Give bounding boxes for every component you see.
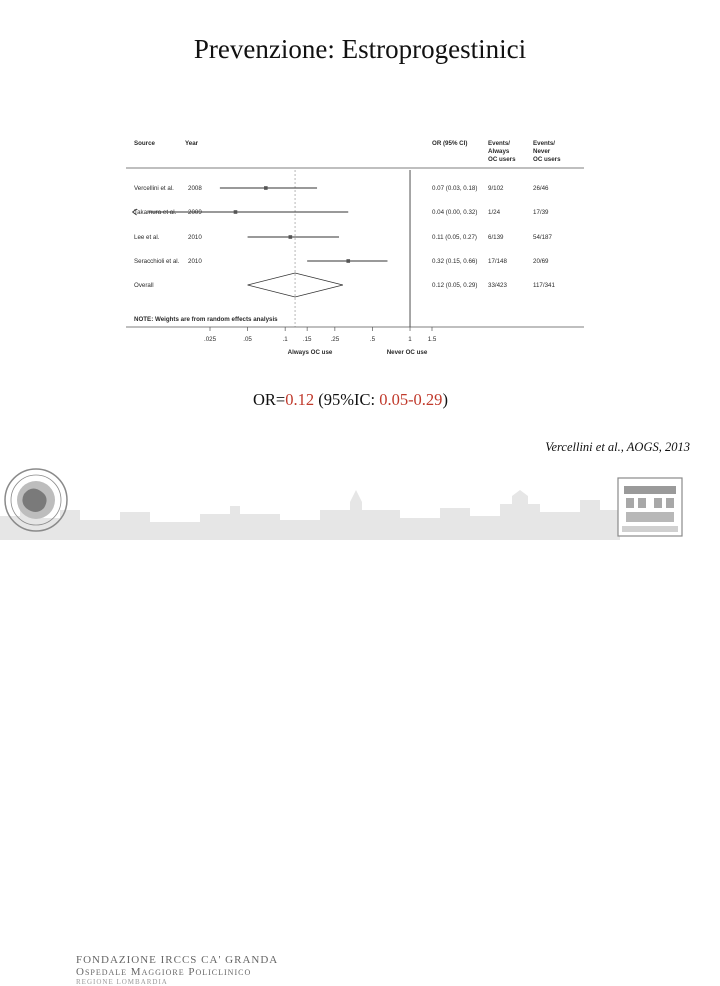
study-events-never: 17/39 [533, 209, 549, 216]
header-events-always-1: Events/ [488, 140, 510, 147]
study-year: 2008 [188, 185, 202, 192]
study-point-estimate [346, 259, 351, 263]
study-events-never: 54/187 [533, 234, 552, 241]
study-events-always: 17/148 [488, 258, 507, 265]
x-tick-label: 1 [408, 336, 412, 343]
x-tick-label: .25 [331, 336, 340, 343]
result-prefix: OR= [253, 390, 286, 409]
overall-diamond [247, 272, 343, 298]
x-tick-label: .5 [370, 336, 376, 343]
study-name: Lee et al. [134, 234, 160, 241]
skyline-silhouette [0, 490, 620, 540]
institution-line-3: REGIONE LOMBARDIA [76, 978, 168, 986]
skyline-decoration [0, 468, 683, 540]
x-tick-label: .1 [283, 336, 289, 343]
x-tick-label: .025 [204, 336, 217, 343]
study-name: Seracchioli et al. [134, 258, 180, 265]
result-ci-value: 0.05-0.29 [379, 390, 443, 409]
citation: Vercellini et al., AOGS, 2013 [545, 440, 690, 454]
overall-events-always: 33/423 [488, 282, 507, 289]
header-events-never-3: OC users [533, 156, 561, 163]
study-rows: Vercellini et al. 2008 0.07 (0.03, 0.18) 9/… [131, 170, 555, 327]
study-point-estimate [264, 186, 268, 190]
result-mid: (95%IC: [314, 390, 380, 409]
study-or-ci: 0.04 (0.00, 0.32) [432, 209, 477, 216]
truncation-arrow [131, 208, 137, 216]
header-source: Source [134, 140, 156, 147]
study-or-ci: 0.32 (0.15, 0.66) [432, 258, 477, 265]
study-name: Takamura et al. [134, 209, 177, 216]
overall-events-never: 117/341 [533, 282, 555, 289]
slide-title: Prevenzione: Estroprogestinici [193, 34, 527, 64]
header-events-always-2: Always [488, 148, 510, 155]
study-or-ci: 0.07 (0.03, 0.18) [432, 185, 477, 192]
result-or-value: 0.12 [285, 390, 315, 409]
study-events-always: 9/102 [488, 185, 504, 192]
footer-banner: FONDAZIONE IRCCS CA' GRANDA Ospedale Mag… [0, 460, 720, 986]
forest-plot: Source Year OR (95% CI) Events/ Always O… [122, 130, 588, 362]
institution-name: FONDAZIONE IRCCS CA' GRANDA Ospedale Mag… [76, 954, 278, 986]
study-events-always: 1/24 [488, 209, 501, 216]
weights-note: NOTE: Weights are from random effects an… [134, 316, 278, 323]
header-events-never-2: Never [533, 148, 551, 155]
institution-line-2: Ospedale Maggiore Policlinico [76, 966, 252, 978]
study-point-estimate [288, 235, 293, 239]
pooled-result: OR=0.12 (95%IC: 0.05-0.29) [253, 390, 448, 410]
x-tick-label: 1.5 [428, 336, 437, 343]
forest-plot-svg: Source Year OR (95% CI) Events/ Always O… [126, 140, 584, 356]
study-year: 2009 [188, 209, 202, 216]
header-events-never-1: Events/ [533, 140, 555, 147]
axis-label-always: Always OC use [288, 349, 333, 356]
study-year: 2010 [188, 258, 202, 265]
header-year: Year [185, 140, 199, 147]
institution-line-1: FONDAZIONE IRCCS CA' GRANDA [76, 954, 279, 966]
header-events-always-3: OC users [488, 156, 516, 163]
building-logo [617, 477, 683, 537]
study-year: 2010 [188, 234, 202, 241]
study-or-ci: 0.11 (0.05, 0.27) [432, 234, 477, 241]
study-events-never: 26/46 [533, 185, 549, 192]
study-name: Vercellini et al. [134, 185, 174, 192]
study-events-never: 20/69 [533, 258, 549, 265]
study-events-always: 6/139 [488, 234, 504, 241]
result-suffix: ) [442, 390, 448, 409]
x-tick-label: .05 [243, 336, 252, 343]
overall-or-ci: 0.12 (0.05, 0.29) [432, 282, 477, 289]
overall-label: Overall [134, 282, 154, 289]
axis-label-never: Never OC use [387, 349, 428, 356]
seal-logo [4, 468, 68, 532]
header-or-ci: OR (95% CI) [432, 140, 467, 147]
study-point-estimate [233, 210, 238, 214]
x-axis: .025 .05 .1 .15 .25 .5 1 1.5 [204, 327, 437, 343]
x-tick-label: .15 [303, 336, 312, 343]
